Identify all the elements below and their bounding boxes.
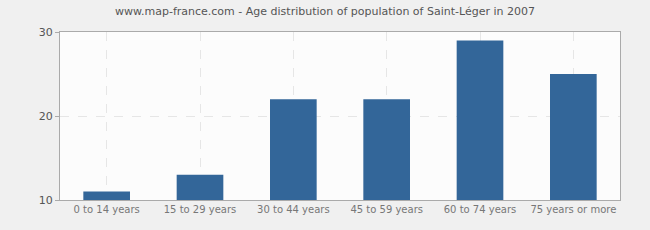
svg-text:60 to 74 years: 60 to 74 years [444, 204, 517, 215]
svg-text:www.map-france.com - Age distr: www.map-france.com - Age distribution of… [115, 5, 535, 18]
svg-text:45 to 59 years: 45 to 59 years [350, 204, 423, 215]
svg-text:15 to 29 years: 15 to 29 years [164, 204, 237, 215]
svg-text:0 to 14 years: 0 to 14 years [74, 204, 140, 215]
svg-text:10: 10 [39, 194, 53, 207]
svg-text:30: 30 [39, 26, 53, 39]
svg-text:30 to 44 years: 30 to 44 years [257, 204, 330, 215]
svg-text:75 years or more: 75 years or more [530, 204, 616, 215]
svg-text:20: 20 [39, 110, 53, 123]
